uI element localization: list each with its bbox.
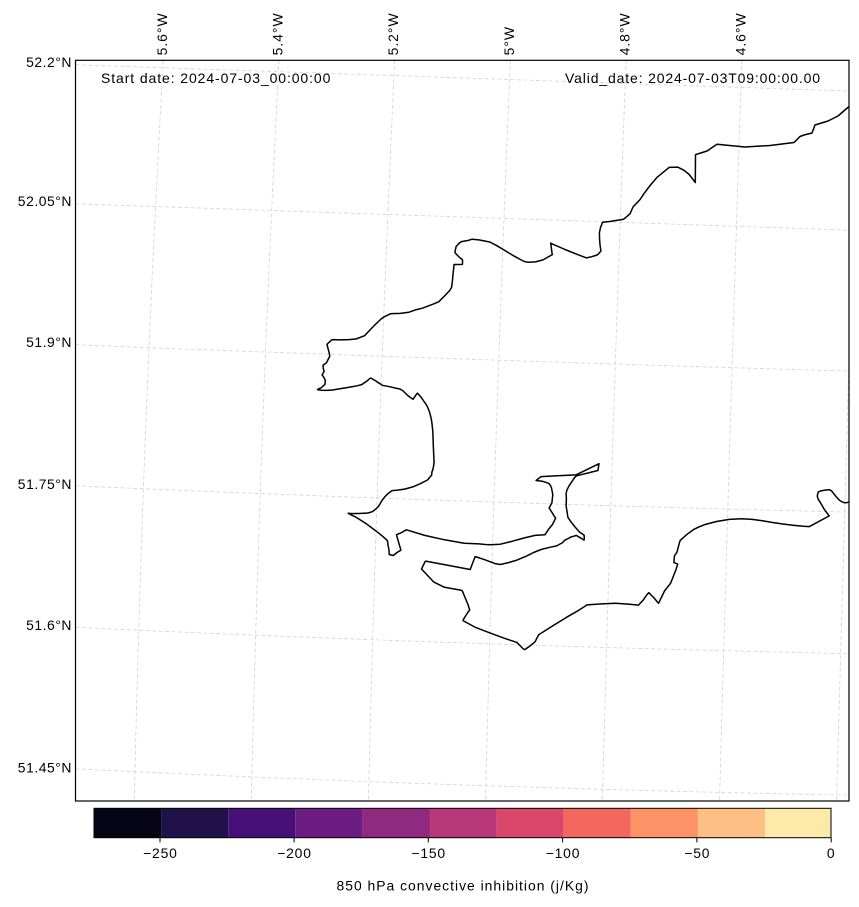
svg-text:5.6°W: 5.6°W xyxy=(154,12,170,55)
svg-text:−50: −50 xyxy=(684,845,710,861)
svg-text:51.9°N: 51.9°N xyxy=(26,334,72,350)
svg-text:−150: −150 xyxy=(411,845,446,861)
svg-text:0: 0 xyxy=(827,845,836,861)
svg-text:51.6°N: 51.6°N xyxy=(26,617,72,633)
svg-text:850 hPa convective inhibition: 850 hPa convective inhibition (j/Kg) xyxy=(337,877,590,893)
svg-text:Valid_date: 2024-07-03T09:00:0: Valid_date: 2024-07-03T09:00:00.00 xyxy=(565,70,821,86)
svg-text:−250: −250 xyxy=(143,845,178,861)
svg-text:51.75°N: 51.75°N xyxy=(18,476,72,492)
svg-text:52.05°N: 52.05°N xyxy=(18,193,72,209)
svg-text:5.2°W: 5.2°W xyxy=(385,12,401,55)
svg-text:4.8°W: 4.8°W xyxy=(617,12,633,55)
svg-text:−100: −100 xyxy=(546,845,581,861)
svg-text:52.2°N: 52.2°N xyxy=(26,54,72,70)
svg-text:Start date: 2024-07-03_00:00:0: Start date: 2024-07-03_00:00:00 xyxy=(101,70,331,86)
svg-text:5°W: 5°W xyxy=(501,26,517,55)
svg-text:5.4°W: 5.4°W xyxy=(270,12,286,55)
svg-text:4.6°W: 4.6°W xyxy=(732,12,748,55)
svg-text:51.45°N: 51.45°N xyxy=(18,759,72,775)
svg-text:−200: −200 xyxy=(277,845,312,861)
